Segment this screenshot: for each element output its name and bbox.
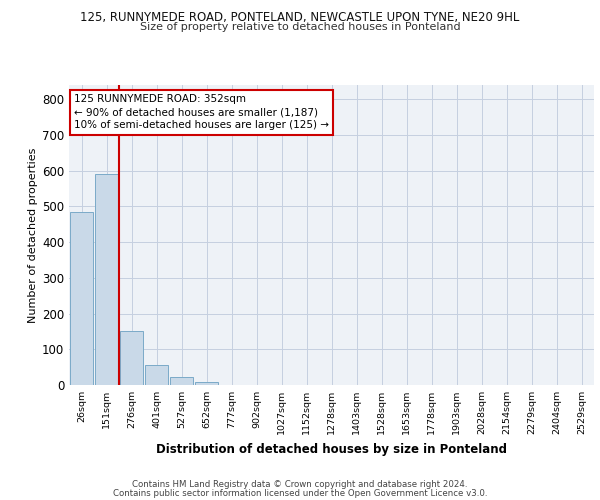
Text: Contains public sector information licensed under the Open Government Licence v3: Contains public sector information licen… xyxy=(113,488,487,498)
Bar xyxy=(145,366,169,385)
Text: 125 RUNNYMEDE ROAD: 352sqm
← 90% of detached houses are smaller (1,187)
10% of s: 125 RUNNYMEDE ROAD: 352sqm ← 90% of deta… xyxy=(74,94,329,130)
Bar xyxy=(170,377,193,385)
Bar xyxy=(95,174,118,385)
Bar xyxy=(119,332,143,385)
Bar xyxy=(194,382,218,385)
Bar xyxy=(70,212,94,385)
Text: 125, RUNNYMEDE ROAD, PONTELAND, NEWCASTLE UPON TYNE, NE20 9HL: 125, RUNNYMEDE ROAD, PONTELAND, NEWCASTL… xyxy=(80,11,520,24)
X-axis label: Distribution of detached houses by size in Ponteland: Distribution of detached houses by size … xyxy=(156,442,507,456)
Text: Size of property relative to detached houses in Ponteland: Size of property relative to detached ho… xyxy=(140,22,460,32)
Y-axis label: Number of detached properties: Number of detached properties xyxy=(28,148,38,322)
Text: Contains HM Land Registry data © Crown copyright and database right 2024.: Contains HM Land Registry data © Crown c… xyxy=(132,480,468,489)
